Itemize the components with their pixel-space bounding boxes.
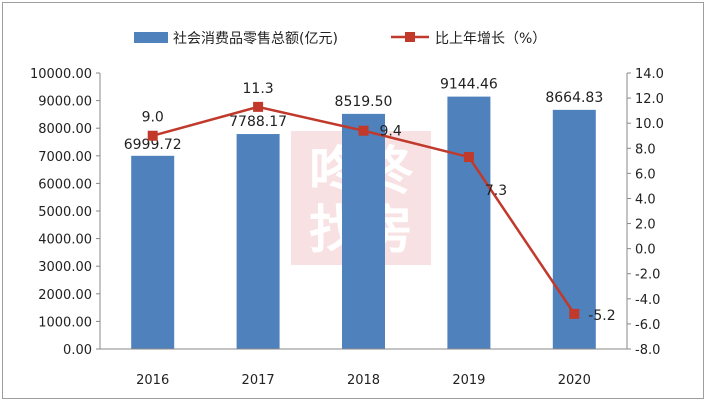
right-tick-label: 14.0 — [635, 67, 664, 82]
x-tick-label-2018: 2018 — [347, 373, 380, 388]
right-tick-label: -6.0 — [635, 318, 660, 333]
growth-marker-2018 — [358, 125, 369, 136]
bar-value-label-2019: 9144.46 — [440, 77, 498, 93]
combo-chart: 咚咚 找房 社会消费品零售总额(亿元) 比上年增长（%） 0.001000.00… — [30, 31, 664, 388]
left-tick-label: 10000.00 — [30, 67, 92, 82]
right-tick-label: 10.0 — [635, 117, 664, 132]
bar-2017 — [236, 134, 280, 349]
right-tick-label: 6.0 — [635, 167, 656, 182]
growth-value-label-2020: -5.2 — [588, 308, 615, 324]
growth-marker-2017 — [253, 101, 264, 112]
bar-2019 — [447, 96, 491, 349]
left-tick-label: 0.00 — [63, 343, 92, 358]
growth-value-label-2017: 11.3 — [243, 81, 274, 97]
legend-bar-swatch — [134, 32, 168, 43]
growth-marker-2020 — [569, 308, 580, 319]
x-tick-label-2019: 2019 — [452, 373, 485, 388]
left-tick-label: 5000.00 — [38, 205, 92, 220]
plot-area: 0.00 1000.00 2000.00 3000.00 4000.00 5000.00 6… — [30, 67, 664, 388]
x-tick-label-2020: 2020 — [558, 373, 591, 388]
right-tick-label: -8.0 — [635, 343, 660, 358]
left-tick-label: 2000.00 — [38, 288, 92, 303]
right-tick-label: -4.0 — [635, 293, 660, 308]
left-tick-label: 3000.00 — [38, 260, 92, 275]
x-tick-label-2017: 2017 — [242, 373, 275, 388]
bar-value-label-2018: 8519.50 — [335, 94, 393, 110]
right-tick-label: -2.0 — [635, 268, 660, 283]
left-tick-label: 6000.00 — [38, 177, 92, 192]
legend-label-bar: 社会消费品零售总额(亿元) — [173, 31, 338, 47]
legend-label-line: 比上年增长（%） — [435, 31, 546, 47]
left-tick-label: 9000.00 — [38, 95, 92, 110]
left-tick-label: 4000.00 — [38, 233, 92, 248]
x-tick-label-2016: 2016 — [136, 373, 169, 388]
growth-value-label-2016: 9.0 — [142, 110, 164, 126]
growth-value-label-2019: 7.3 — [485, 183, 507, 199]
left-tick-label: 8000.00 — [38, 122, 92, 137]
legend: 社会消费品零售总额(亿元) 比上年增长（%） — [134, 31, 546, 47]
right-tick-label: 12.0 — [635, 92, 664, 107]
left-tick-label: 7000.00 — [38, 150, 92, 165]
right-tick-label: 8.0 — [635, 142, 656, 157]
right-tick-label: 0.0 — [635, 243, 656, 258]
growth-value-label-2018: 9.4 — [380, 124, 402, 140]
chart-frame: 咚咚 找房 社会消费品零售总额(亿元) 比上年增长（%） 0.001000.00… — [2, 2, 704, 399]
left-tick-label: 1000.00 — [38, 315, 92, 330]
bar-2016 — [131, 155, 175, 349]
bar-value-label-2017: 7788.17 — [229, 114, 287, 130]
legend-line-marker — [405, 32, 415, 42]
right-tick-label: 4.0 — [635, 192, 656, 207]
right-tick-label: 2.0 — [635, 218, 656, 233]
bar-2018 — [342, 113, 385, 349]
growth-marker-2016 — [147, 130, 158, 141]
bar-value-label-2020: 8664.83 — [545, 90, 603, 106]
bar-value-label-2016: 6999.72 — [124, 137, 182, 153]
growth-marker-2019 — [463, 152, 474, 163]
